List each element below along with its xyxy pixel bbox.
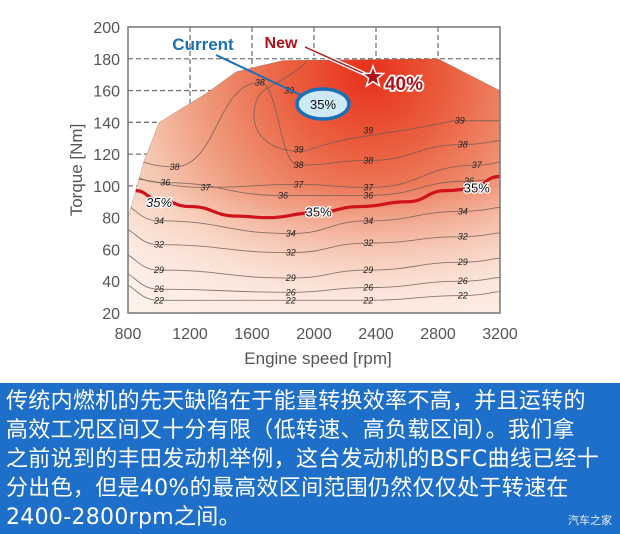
contour-label: 36 [464, 176, 474, 186]
current-value: 35% [310, 97, 336, 112]
x-tick-label: 2800 [420, 326, 456, 343]
y-tick-label: 80 [102, 211, 120, 228]
caption-line: 分出色，但是40%的最高效区间范围仍然仅仅处于转速在 [6, 476, 569, 501]
caption-line: 之前说到的丰田发动机举例，这台发动机的BSFC曲线已经十 [6, 447, 600, 472]
efficiency-35-label: 35% [464, 180, 490, 195]
contour-label: 26 [285, 287, 296, 297]
heat-region [128, 58, 500, 313]
x-axis-label: Engine speed [rpm] [244, 349, 391, 368]
watermark: 汽车之家 [568, 514, 612, 527]
contour-lines [128, 58, 500, 314]
contour-label: 26 [362, 283, 373, 293]
star-icon [360, 63, 386, 88]
x-tick-label: 2000 [296, 326, 332, 343]
contour-label: 22 [362, 295, 373, 305]
new-leader-line [304, 46, 366, 75]
y-tick-label: 160 [93, 84, 120, 101]
contour-label: 39 [293, 144, 303, 154]
contour-label: 39 [363, 125, 373, 135]
x-tick-label: 2400 [358, 326, 394, 343]
contour-label: 37 [472, 160, 483, 170]
contour-label: 38 [363, 155, 373, 165]
contour-label: 29 [153, 265, 164, 275]
y-tick-label: 20 [102, 306, 120, 323]
x-tick-label: 1200 [172, 326, 208, 343]
y-tick-label: 60 [102, 242, 120, 259]
y-axis-label: Torque [Nm] [67, 124, 86, 217]
contour-label: 37 [363, 182, 374, 192]
current-label: Current [172, 35, 234, 54]
x-axis-ticks: 800 1200 1600 2000 2400 2800 3200 [115, 326, 518, 343]
x-tick-label: 800 [115, 326, 142, 343]
contour-label: 38 [458, 140, 468, 150]
y-tick-label: 100 [93, 179, 120, 196]
contour-label: 22 [285, 295, 296, 305]
contour-label: 32 [458, 232, 468, 242]
plot-frame [127, 26, 501, 314]
new-value: 40% [385, 74, 423, 95]
current-leader-line [215, 54, 306, 98]
contour-label: 22 [457, 291, 468, 301]
contour-label: 34 [154, 216, 164, 226]
contour-label: 32 [363, 238, 373, 248]
contour-label: 38 [255, 78, 265, 88]
y-tick-label: 180 [93, 52, 120, 69]
efficiency-35-label: 35% [146, 195, 172, 210]
contour-label: 26 [153, 284, 164, 294]
y-tick-label: 140 [93, 115, 120, 132]
bsfc-chart: 3839393939383838383737373736363636343434… [67, 20, 518, 368]
contour-label: 26 [457, 276, 468, 286]
contour-label: 36 [160, 178, 170, 188]
y-tick-label: 200 [93, 20, 120, 37]
x-tick-label: 3200 [482, 326, 518, 343]
annotations: Current 35% New 40% [172, 35, 425, 121]
new-label: New [265, 35, 298, 52]
caption-text: 传统内燃机的先天缺陷在于能量转换效率不高，并且运转的 高效工况区间又十分有限（低… [6, 387, 614, 532]
current-ellipse [295, 87, 351, 121]
caption-box: 传统内燃机的先天缺陷在于能量转换效率不高，并且运转的 高效工况区间又十分有限（低… [0, 383, 620, 534]
y-tick-label: 40 [102, 274, 120, 291]
contour-label: 36 [363, 190, 373, 200]
contour-label: 29 [285, 273, 296, 283]
caption-line: 传统内燃机的先天缺陷在于能量转换效率不高，并且运转的 [6, 389, 586, 414]
efficiency-35-line: 35% 35% 35% [135, 174, 501, 221]
x-tick-label: 1600 [234, 326, 270, 343]
contour-label: 38 [293, 160, 303, 170]
contour-label: 39 [455, 116, 465, 126]
y-axis-ticks: 20 40 60 80 100 120 140 160 180 200 [93, 20, 120, 323]
contour-label: 34 [286, 229, 296, 239]
contour-label: 29 [457, 257, 468, 267]
contour-label: 37 [293, 179, 304, 189]
contour-label: 22 [153, 295, 164, 305]
bsfc-chart-svg: 3839393939383838383737373736363636343434… [67, 20, 518, 368]
contour-label: 34 [458, 206, 468, 216]
y-tick-label: 120 [93, 147, 120, 164]
caption-line: 高效工况区间又十分有限（低转速、高负载区间）。我们拿 [6, 418, 575, 443]
contour-label: 29 [362, 265, 373, 275]
contour-label: 38 [169, 162, 179, 172]
contour-label: 36 [278, 190, 288, 200]
contour-label: 37 [200, 182, 211, 192]
contour-label: 34 [363, 216, 373, 226]
contour-labels: 3839393939383838383737373736363636343434… [153, 78, 483, 306]
contour-label: 32 [286, 248, 296, 258]
caption-line: 2400-2800rpm之间。 [6, 505, 241, 530]
contour-label: 32 [154, 240, 164, 250]
efficiency-35-label: 35% [306, 204, 332, 219]
